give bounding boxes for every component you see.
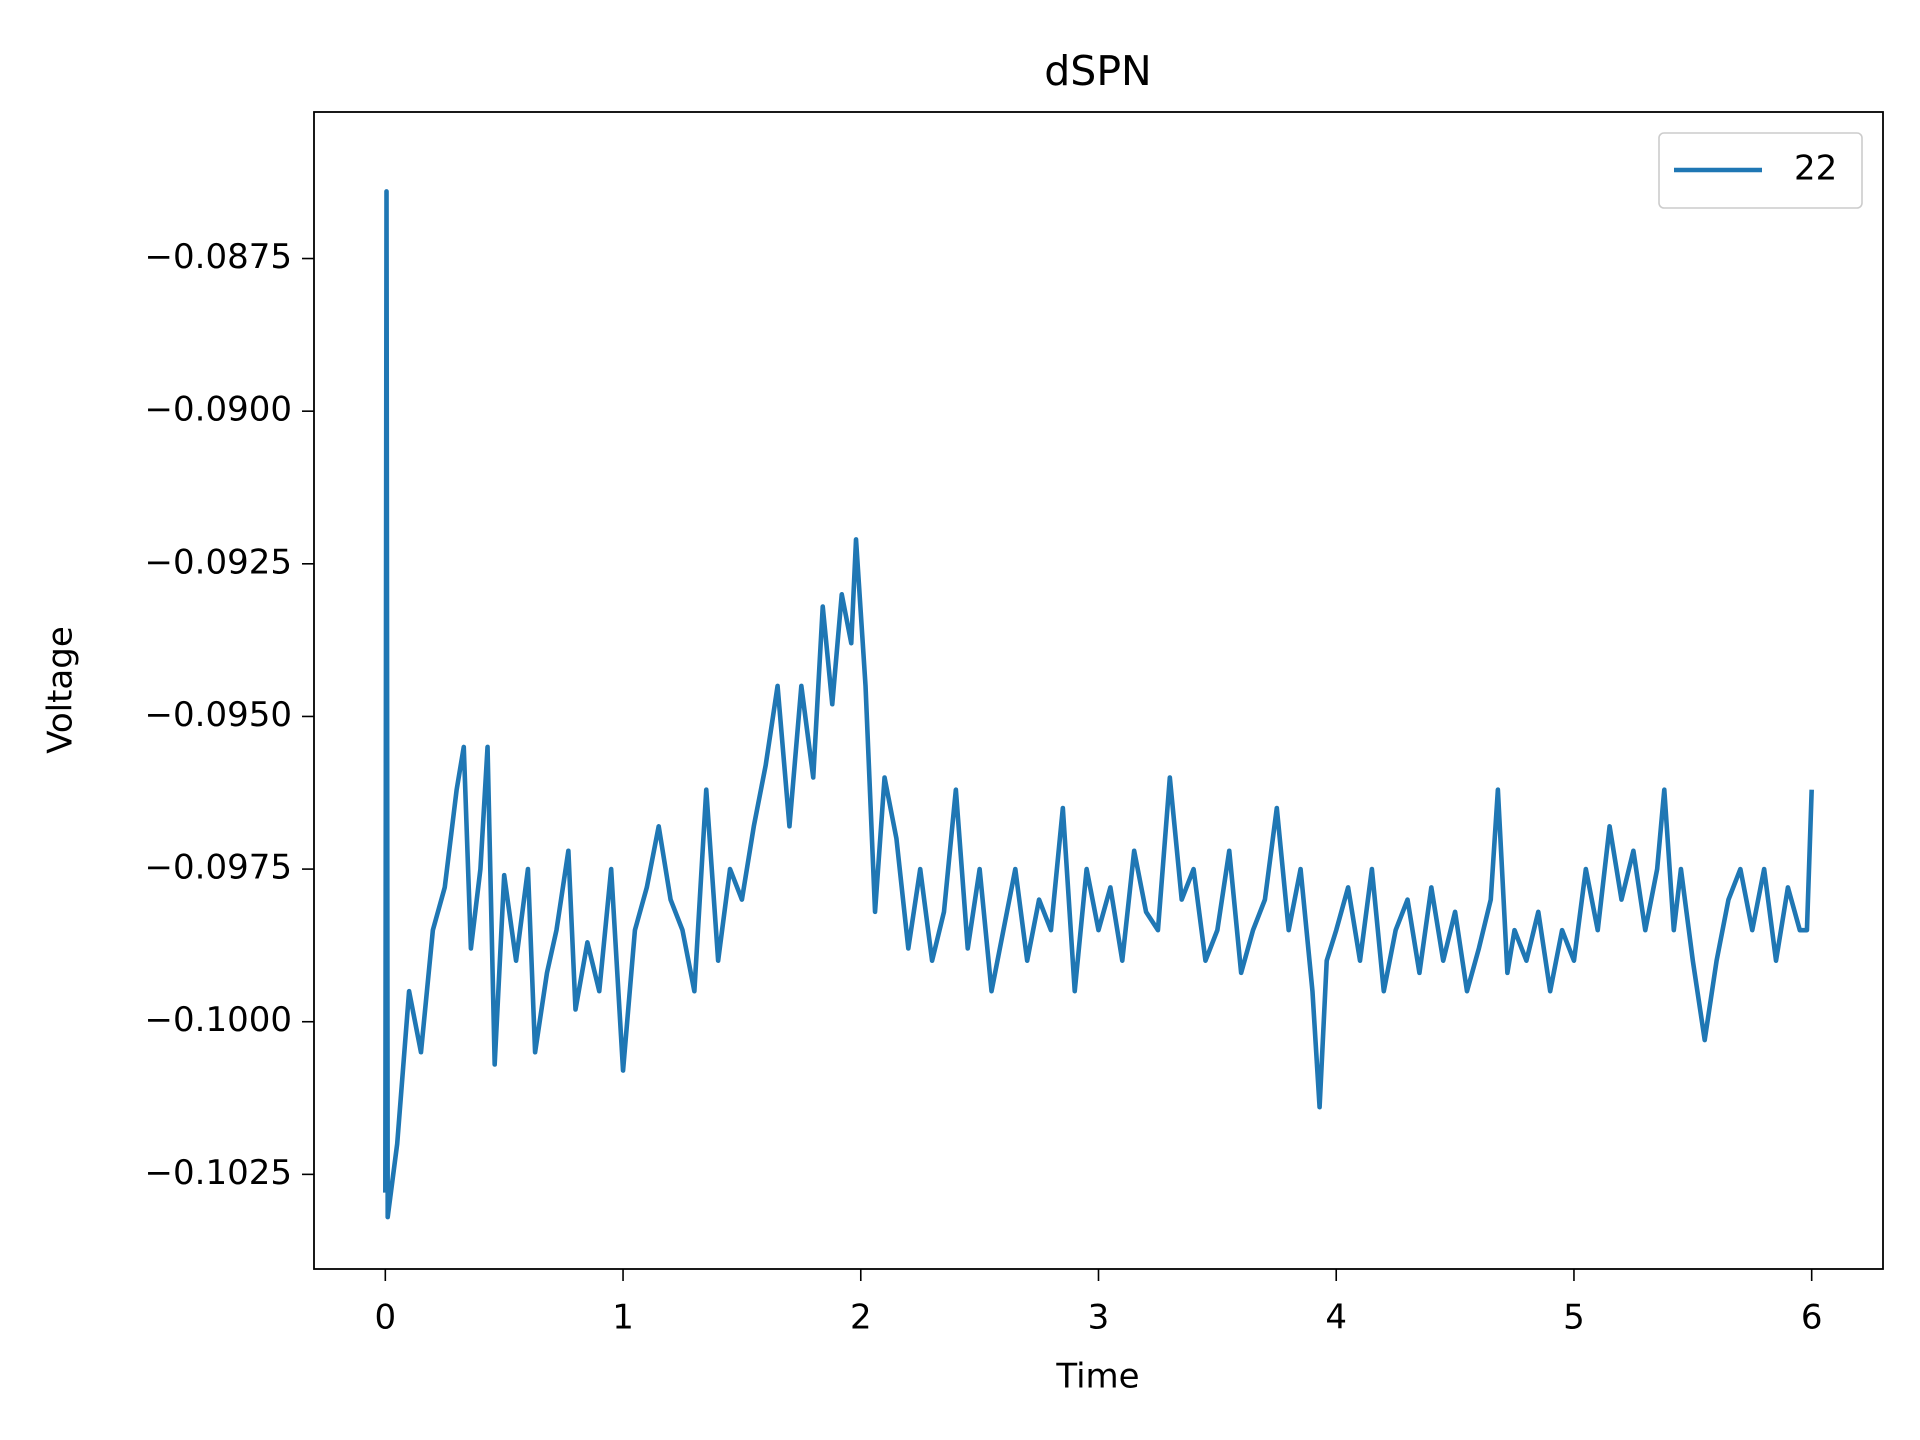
- y-tick-label: −0.0975: [145, 848, 292, 888]
- x-tick-label: 1: [612, 1298, 634, 1338]
- y-tick-label: −0.0900: [145, 390, 292, 430]
- x-tick-label: 0: [374, 1298, 396, 1338]
- x-tick-label: 4: [1325, 1298, 1347, 1338]
- x-axis-label: Time: [1055, 1357, 1139, 1397]
- x-tick-label: 2: [850, 1298, 872, 1338]
- x-tick-label: 6: [1801, 1298, 1823, 1338]
- y-tick-label: −0.0925: [145, 542, 292, 582]
- legend-label: 22: [1794, 149, 1837, 189]
- y-tick-label: −0.1000: [145, 1000, 292, 1040]
- x-tick-label: 5: [1563, 1298, 1585, 1338]
- y-tick-label: −0.0950: [145, 695, 292, 735]
- plot-frame: [313, 111, 1884, 1270]
- x-tick-label: 3: [1088, 1298, 1110, 1338]
- data-line: [383, 189, 1814, 1220]
- y-tick-label: −0.1025: [145, 1153, 292, 1193]
- y-tick-label: −0.0875: [145, 237, 292, 277]
- y-axis-label: Voltage: [41, 626, 81, 754]
- chart-title: dSPN: [1044, 47, 1151, 95]
